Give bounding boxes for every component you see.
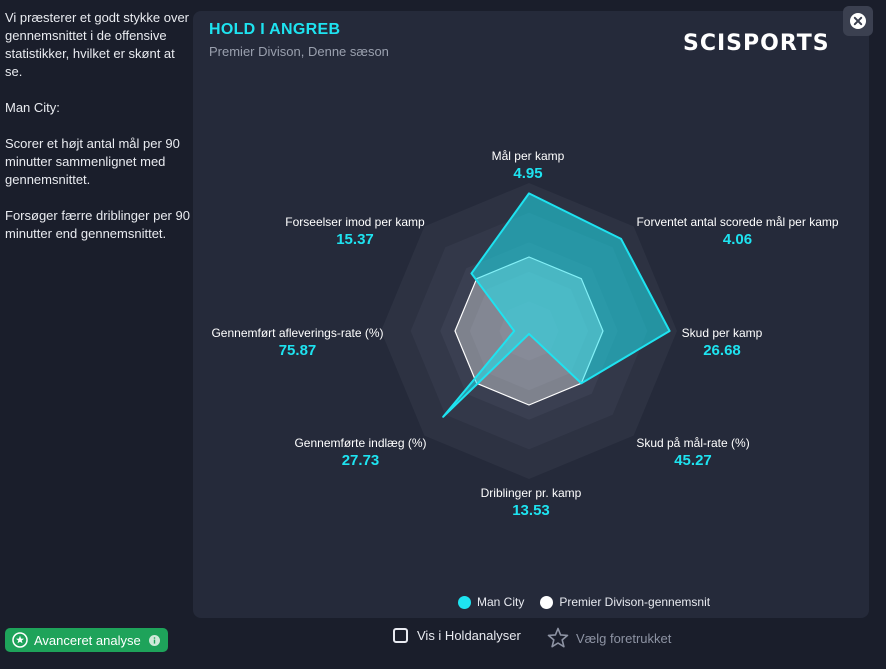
- axis-label-value: 75.87: [278, 342, 317, 359]
- axis-label-text: Skud på mål-rate (%): [636, 436, 750, 450]
- explanation-paragraph: Man City:: [5, 100, 60, 115]
- explanation-paragraph: Vi præsterer et godt stykke over gennems…: [5, 10, 190, 79]
- axis-label-dribbles: Driblinger pr. kamp 13.53: [466, 486, 596, 519]
- show-checkbox[interactable]: [393, 628, 408, 643]
- axis-label-fouls: Forseelser imod per kamp 15.37: [280, 215, 430, 248]
- chart-legend: Man City Premier Divison-gennemsnit: [458, 595, 720, 609]
- explanation-text: Vi præsterer et godt stykke over gennems…: [5, 9, 190, 261]
- axis-label-shots: Skud per kamp 26.68: [672, 326, 772, 359]
- show-label: Vis i Holdanalyser: [417, 628, 521, 643]
- axis-label-text: Forventet antal scorede mål per kamp: [636, 215, 839, 229]
- axis-label-value: 27.73: [341, 452, 380, 469]
- explanation-paragraph: Scorer et højt antal mål per 90 minutter…: [5, 136, 180, 187]
- axis-label-value: 13.53: [512, 502, 550, 519]
- axis-label-goals: Mål per kamp 4.95: [453, 149, 603, 182]
- explanation-paragraph: Forsøger færre driblinger per 90 minutte…: [5, 208, 190, 241]
- radar-series-team: [442, 192, 671, 418]
- legend-dot-average: [540, 595, 554, 609]
- axis-label-shot-rate: Skud på mål-rate (%) 45.27: [628, 436, 758, 469]
- axis-label-crosses: Gennemførte indlæg (%) 27.73: [288, 436, 433, 469]
- panel-title: HOLD I ANGREB: [209, 21, 341, 38]
- legend-item-average: Premier Divison-gennemsnit: [540, 595, 710, 609]
- axis-label-text: Mål per kamp: [491, 149, 565, 163]
- star-outline-icon: [547, 627, 569, 648]
- scisports-logo: SCISPORTS: [683, 31, 830, 56]
- close-icon: [850, 13, 866, 29]
- advanced-analysis-label: Avanceret analyse: [34, 632, 141, 648]
- advanced-analysis-button[interactable]: Avanceret analyse: [5, 628, 168, 652]
- legend-label-average: Premier Divison-gennemsnit: [559, 595, 711, 609]
- star-circle-icon: [12, 632, 28, 648]
- legend-item-team: Man City: [458, 595, 524, 609]
- favorite-button[interactable]: Vælg foretrukket: [546, 626, 671, 650]
- axis-label-pass-rate: Gennemført afleverings-rate (%) 75.87: [200, 326, 395, 359]
- panel-subtitle: Premier Divison, Denne sæson: [209, 44, 389, 59]
- axis-label-value: 4.95: [513, 165, 543, 182]
- favorite-label: Vælg foretrukket: [576, 630, 672, 646]
- axis-label-text: Gennemførte indlæg (%): [294, 436, 427, 450]
- axis-label-value: 15.37: [336, 231, 374, 248]
- axis-label-value: 4.06: [722, 231, 753, 248]
- close-button[interactable]: [843, 6, 873, 36]
- axis-label-value: 45.27: [674, 452, 712, 469]
- show-in-team-analysis[interactable]: Vis i Holdanalyser: [393, 628, 521, 643]
- legend-dot-team: [458, 595, 471, 609]
- axis-label-text: Forseelser imod per kamp: [285, 215, 425, 229]
- axis-label-text: Gennemført afleverings-rate (%): [211, 326, 384, 340]
- axis-label-text: Driblinger pr. kamp: [480, 486, 582, 500]
- axis-label-value: 26.68: [703, 342, 741, 359]
- radar-chart: [381, 183, 677, 479]
- info-icon[interactable]: [148, 634, 160, 646]
- axis-label-text: Skud per kamp: [681, 326, 763, 340]
- legend-label-team: Man City: [477, 595, 525, 609]
- axis-label-xg: Forventet antal scorede mål per kamp 4.0…: [630, 215, 845, 248]
